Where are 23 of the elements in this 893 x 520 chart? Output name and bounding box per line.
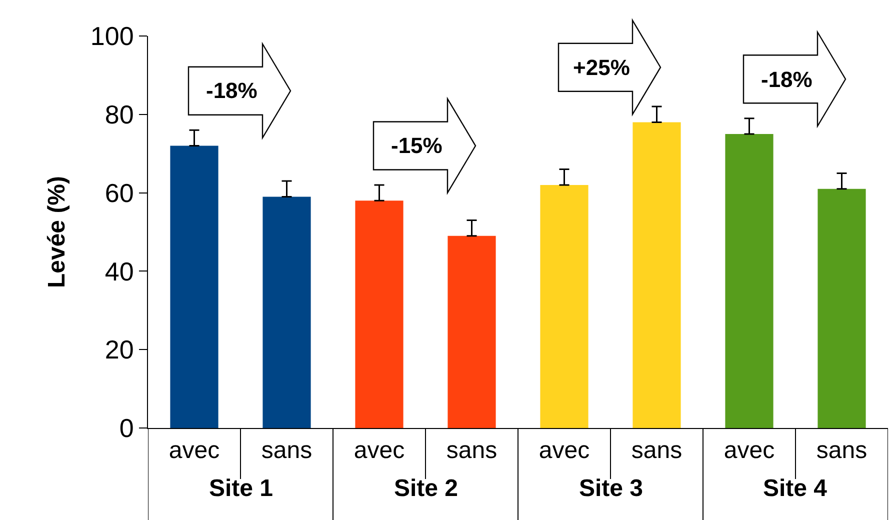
annotation: -18% — [206, 78, 258, 103]
x-tick-label: sans — [261, 436, 312, 464]
annotation: -18% — [761, 67, 812, 92]
x-tick-label: avec — [724, 436, 775, 464]
y-tick-label: 80 — [104, 100, 134, 130]
y-tick-label: 0 — [119, 413, 134, 444]
x-tick-label: sans — [631, 436, 682, 464]
annotation: -15% — [391, 133, 442, 158]
y-tick-label: 40 — [104, 256, 134, 286]
x-tick-label: avec — [354, 436, 405, 464]
annotation: +25% — [573, 55, 630, 80]
text: Site 4 — [763, 475, 828, 502]
y-tick-label: 100 — [90, 21, 134, 52]
y-tick-label: 60 — [104, 178, 134, 208]
x-tick-label: avec — [538, 436, 590, 464]
text: Site 3 — [579, 475, 644, 502]
x-tick-label: sans — [446, 436, 498, 464]
y-tick-label: 20 — [104, 334, 134, 365]
text: Site 2 — [394, 475, 458, 502]
x-tick-label: sans — [816, 436, 868, 464]
y-axis-title: Levée (%) — [44, 176, 71, 288]
text: Site 1 — [209, 475, 274, 502]
x-tick-label: avec — [168, 436, 220, 464]
